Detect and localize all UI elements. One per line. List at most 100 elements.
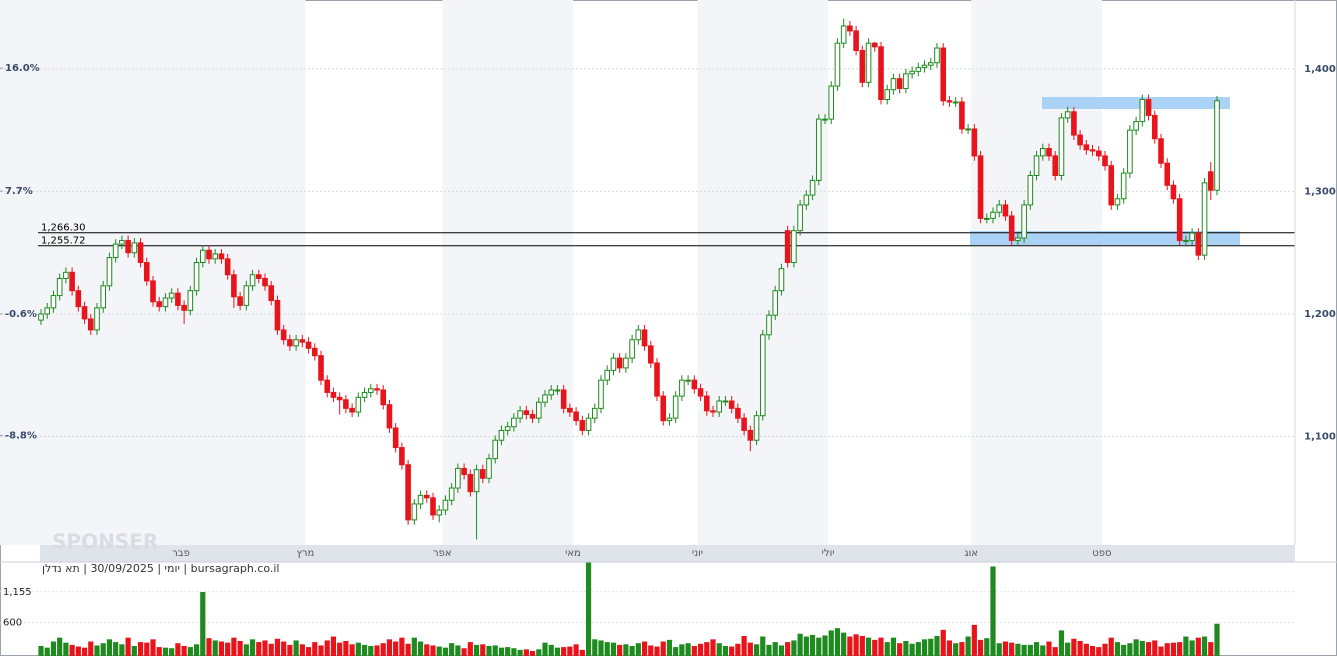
volume-bar (374, 645, 380, 656)
candle-body (181, 304, 187, 311)
candle-body (573, 411, 579, 422)
volume-bar (125, 637, 131, 656)
candle-body (193, 262, 200, 292)
volume-bar (1114, 642, 1121, 656)
volume-bar (430, 645, 436, 656)
volume-bar (834, 628, 841, 656)
volume-bar (150, 639, 156, 656)
volume-bar (480, 644, 486, 656)
volume-bar (567, 646, 573, 656)
candle-body (1064, 111, 1071, 119)
volume-bar (50, 641, 57, 656)
volume-bar (959, 642, 965, 656)
candle-body (977, 155, 984, 219)
volume-bar (1133, 639, 1139, 656)
volume-bar (187, 647, 193, 656)
footer: יומי | 30/09/2025 | תא נדלן | bursagraph… (42, 562, 279, 575)
volume-bar (529, 650, 536, 656)
candle-body (542, 394, 548, 403)
month-band (0, 0, 306, 545)
candle-body (1039, 148, 1046, 157)
volume-bar (1189, 640, 1195, 656)
volume-bar (890, 637, 897, 656)
volume-bar (604, 642, 610, 656)
candle-body (803, 194, 810, 206)
candle-body (293, 339, 299, 347)
candle-body (741, 417, 747, 431)
candle-body (367, 388, 374, 393)
volume-bar (1046, 641, 1052, 656)
y-tick-label: 1,200 (1304, 309, 1336, 320)
volume-bar (1027, 644, 1033, 656)
volume-bar (1077, 640, 1083, 656)
candle-body (392, 427, 399, 449)
candle-body (137, 242, 144, 264)
volume-bar (685, 643, 691, 656)
volume-bar (772, 642, 778, 656)
volume-bar (1158, 646, 1164, 656)
volume-bar (1021, 644, 1027, 656)
volume-bar (231, 637, 237, 656)
month-band (697, 0, 829, 545)
candle-body (44, 307, 51, 315)
volume-bar (511, 648, 517, 656)
candle-body (311, 347, 318, 357)
grid: 1,100 1,200 1,300 1,400 -8.8% -0.6% 7.7% 16.0% (0, 63, 1336, 443)
candle-body (859, 49, 866, 83)
volume-bar (492, 645, 498, 656)
candle-body (579, 420, 586, 431)
x-tick-label: יוני (692, 548, 703, 559)
volume-bar (573, 644, 579, 656)
candle-body (1089, 149, 1096, 152)
volume-bar (679, 644, 685, 656)
volume-bar (355, 642, 361, 656)
volume-bar (1214, 623, 1220, 656)
candle-body (231, 274, 237, 298)
candle-body (112, 243, 119, 259)
candle-body (243, 285, 250, 306)
volume-bar (1083, 643, 1089, 656)
candle-body (187, 290, 194, 311)
volume-bar (971, 624, 977, 656)
y2-tick-label: 16.0% (5, 63, 40, 74)
volume-bar (1089, 645, 1096, 656)
volume-bar (318, 645, 324, 656)
candle-body (448, 487, 455, 501)
volume-bar (1195, 637, 1201, 656)
candle-body (921, 64, 928, 69)
volume-bar (106, 639, 113, 656)
candle-body (672, 395, 679, 419)
volume-bar (909, 643, 915, 656)
volume-bar (424, 644, 430, 656)
candle-body (666, 417, 673, 422)
candle-body (635, 329, 642, 341)
x-tick-label: ספט (1092, 548, 1111, 559)
volume-bar (505, 647, 511, 656)
volume-bar (561, 647, 567, 656)
candle-body (927, 62, 934, 66)
candles (38, 18, 1220, 540)
candle-body (125, 239, 131, 254)
volume-bar (305, 647, 312, 656)
volume-bar (928, 638, 934, 656)
y2-tick-label: -8.8% (5, 430, 37, 441)
volume-bar (193, 644, 200, 656)
volume-bar (816, 637, 822, 656)
volume-bar (386, 639, 393, 656)
candle-body (131, 242, 138, 254)
candle-body (1102, 155, 1108, 167)
volume-bar (1164, 643, 1170, 656)
candle-body (529, 413, 536, 419)
candle-body (1058, 117, 1065, 176)
volume-bar (1152, 640, 1158, 656)
volume-bar (722, 645, 729, 656)
candle-body (1015, 237, 1021, 241)
volume-bar (473, 644, 480, 656)
volume-bar (119, 644, 125, 656)
y-tick-label: 1,300 (1304, 186, 1336, 197)
volume-bar (162, 647, 169, 656)
volume-bar (579, 649, 585, 656)
volume-bar (455, 645, 461, 656)
month-band (971, 0, 1102, 545)
volume-bar (753, 644, 760, 656)
